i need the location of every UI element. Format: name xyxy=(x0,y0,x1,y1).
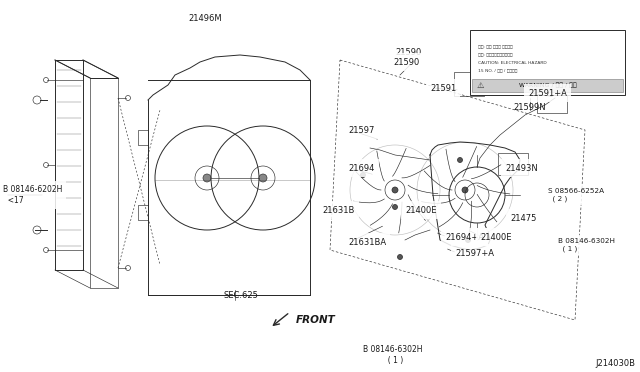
Text: SEC.625: SEC.625 xyxy=(224,291,259,299)
Circle shape xyxy=(259,174,267,182)
Text: 注意: 感電の危険があります: 注意: 感電の危険があります xyxy=(474,53,513,57)
Bar xyxy=(472,79,623,92)
Text: B 08146-6202H
  <17: B 08146-6202H <17 xyxy=(3,185,62,205)
Bar xyxy=(498,153,528,175)
Text: B 08146-6302H
  ( 1 ): B 08146-6302H ( 1 ) xyxy=(558,238,615,252)
Text: 21493N: 21493N xyxy=(505,164,538,173)
Text: 21694+A: 21694+A xyxy=(445,232,484,241)
Circle shape xyxy=(392,205,397,209)
Text: ⚠: ⚠ xyxy=(476,81,484,90)
Text: 21591: 21591 xyxy=(430,83,456,93)
Circle shape xyxy=(465,237,470,243)
Text: 21475: 21475 xyxy=(510,214,536,222)
Bar xyxy=(470,30,625,95)
Text: 21631B: 21631B xyxy=(322,205,355,215)
Text: 21599N: 21599N xyxy=(514,103,547,112)
Text: 21590: 21590 xyxy=(395,48,421,57)
Text: WARNING / 警告 / 경고: WARNING / 警告 / 경고 xyxy=(519,83,577,88)
Text: 21496M: 21496M xyxy=(188,13,222,22)
Text: 15 NO. / 품번 / 部品番号: 15 NO. / 품번 / 部品番号 xyxy=(474,68,517,72)
Text: 주의: 감전 위험이 있습니다: 주의: 감전 위험이 있습니다 xyxy=(474,45,513,49)
Text: 21400E: 21400E xyxy=(480,232,511,241)
Circle shape xyxy=(203,174,211,182)
Text: 21400E: 21400E xyxy=(405,205,436,215)
Circle shape xyxy=(458,157,463,163)
Text: 21597: 21597 xyxy=(348,125,374,135)
Text: S 08566-6252A
  ( 2 ): S 08566-6252A ( 2 ) xyxy=(548,188,604,202)
Circle shape xyxy=(397,254,403,260)
Text: 21694: 21694 xyxy=(348,164,374,173)
Text: J214030B: J214030B xyxy=(595,359,635,368)
Text: 21590: 21590 xyxy=(393,58,419,67)
Circle shape xyxy=(360,173,365,177)
Text: FRONT: FRONT xyxy=(296,315,336,325)
Circle shape xyxy=(392,187,398,193)
Circle shape xyxy=(462,187,468,193)
Text: 21591+A: 21591+A xyxy=(528,89,567,97)
Text: CAUTION: ELECTRICAL HAZARD: CAUTION: ELECTRICAL HAZARD xyxy=(474,61,547,64)
Text: 21597+A: 21597+A xyxy=(455,248,494,257)
Text: B 08146-6302H
  ( 1 ): B 08146-6302H ( 1 ) xyxy=(364,345,423,365)
Text: 21631BA: 21631BA xyxy=(348,237,386,247)
